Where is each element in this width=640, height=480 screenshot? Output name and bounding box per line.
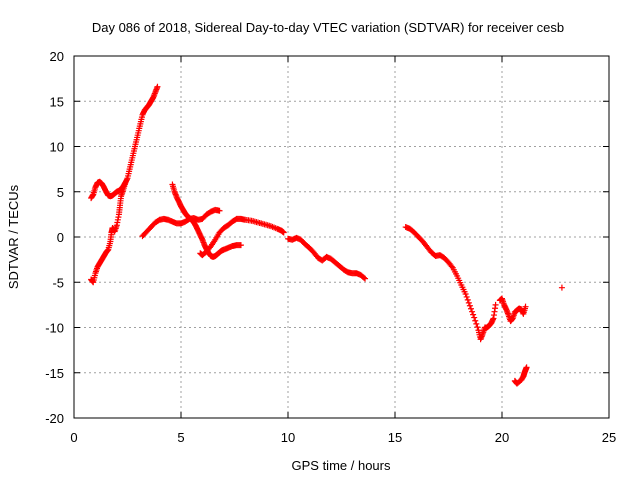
x-tick-label: 15 [388, 430, 402, 445]
data-point [558, 284, 565, 291]
series-arc-5 [197, 215, 287, 259]
data-point [362, 275, 369, 282]
y-tick-label: 15 [50, 94, 64, 109]
data-point [465, 299, 472, 306]
y-axis-label: SDTVAR / TECUs [6, 184, 21, 289]
data-point [154, 83, 161, 90]
data-point [492, 301, 499, 308]
series-arc-4 [169, 181, 244, 260]
y-tick-label: -10 [45, 321, 64, 336]
data-point [467, 305, 474, 312]
y-tick-label: -20 [45, 411, 64, 426]
data-point [122, 179, 129, 186]
data-point [472, 317, 479, 324]
y-tick-label: 20 [50, 49, 64, 64]
data-point [462, 291, 469, 298]
data-point [216, 207, 223, 214]
series-arc-2 [88, 179, 129, 286]
series-arc-6 [285, 234, 369, 282]
x-axis-label: GPS time / hours [292, 458, 391, 473]
x-tick-label: 5 [177, 430, 184, 445]
data-point [466, 302, 473, 309]
data-point [474, 324, 481, 331]
data-point [469, 308, 476, 315]
y-tick-label: -5 [52, 275, 64, 290]
y-tick-label: 5 [57, 185, 64, 200]
data-points [88, 83, 565, 387]
data-point [360, 274, 367, 281]
x-tick-label: 25 [602, 430, 616, 445]
y-tick-label: -15 [45, 366, 64, 381]
x-tick-label: 0 [70, 430, 77, 445]
series-arc-8 [496, 284, 565, 387]
grid [74, 56, 609, 418]
chart-title: Day 086 of 2018, Sidereal Day-to-day VTE… [92, 20, 564, 35]
data-point [470, 311, 477, 318]
data-point [471, 314, 478, 321]
x-tick-label: 20 [495, 430, 509, 445]
x-tick-label: 10 [281, 430, 295, 445]
data-point [473, 320, 480, 327]
data-point [280, 229, 287, 236]
data-point [448, 263, 455, 270]
y-tick-label: 10 [50, 140, 64, 155]
data-point [463, 293, 470, 300]
data-point [522, 303, 529, 310]
data-point [237, 242, 244, 249]
data-point [464, 296, 471, 303]
axis-ticks: 0 5 10 15 20 25 -20 -15 -10 -5 0 5 10 15 20 [45, 49, 616, 445]
series-arc-7 [402, 224, 499, 343]
y-tick-label: 0 [57, 230, 64, 245]
data-point [523, 364, 530, 371]
